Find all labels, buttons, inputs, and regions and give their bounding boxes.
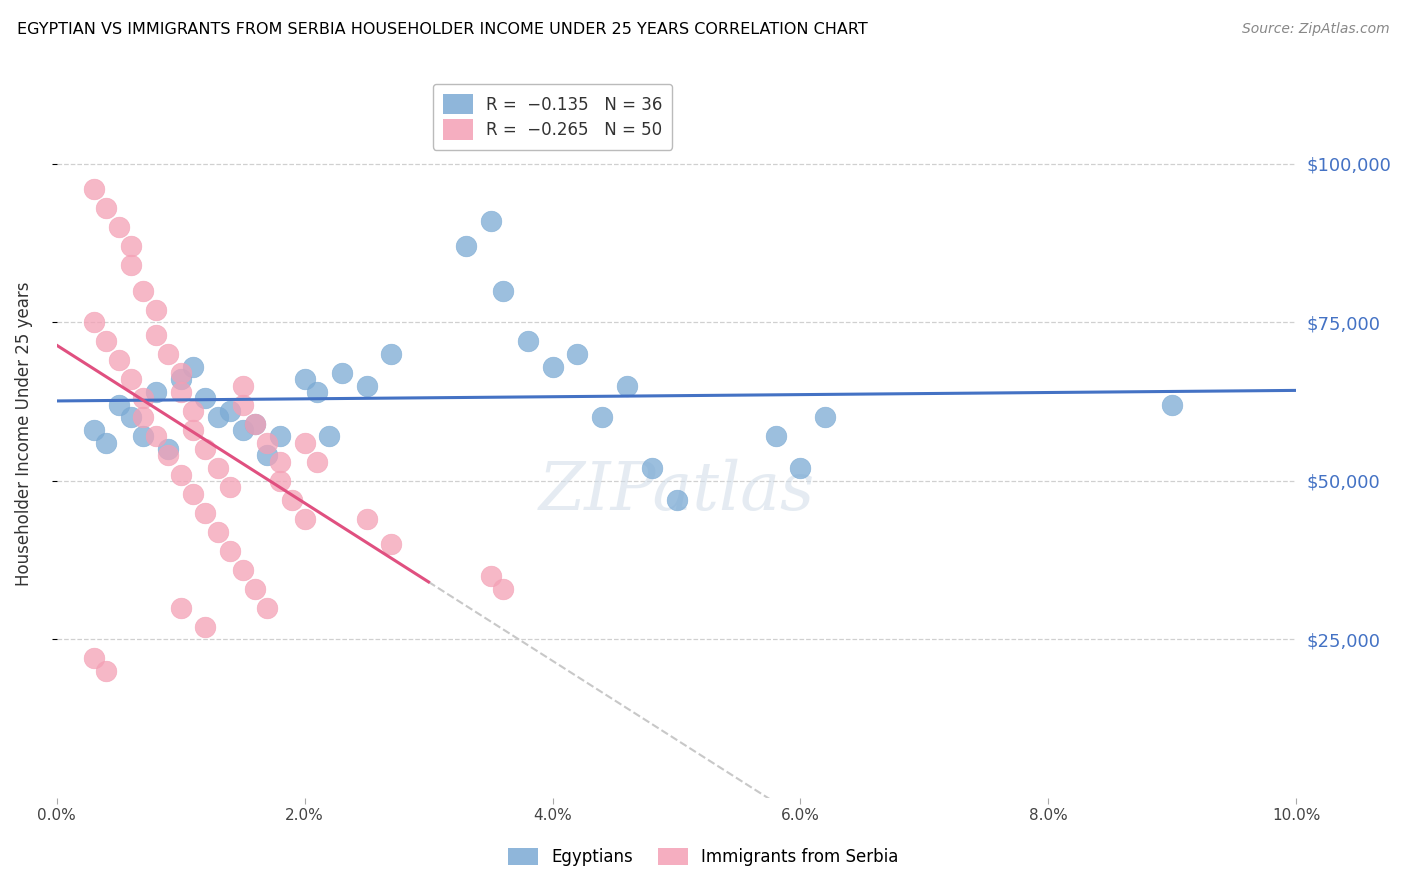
Point — [256, 435, 278, 450]
Point — [269, 429, 291, 443]
Point — [83, 423, 105, 437]
Point — [269, 455, 291, 469]
Point — [83, 182, 105, 196]
Point — [83, 315, 105, 329]
Point — [145, 429, 167, 443]
Point — [181, 486, 204, 500]
Point — [107, 220, 129, 235]
Point — [232, 398, 254, 412]
Point — [181, 404, 204, 418]
Point — [492, 582, 515, 596]
Point — [765, 429, 787, 443]
Point — [120, 258, 142, 272]
Point — [132, 410, 155, 425]
Point — [219, 543, 242, 558]
Point — [107, 398, 129, 412]
Text: ZIPatlas: ZIPatlas — [538, 459, 814, 524]
Point — [194, 506, 217, 520]
Point — [380, 347, 402, 361]
Point — [492, 284, 515, 298]
Point — [181, 359, 204, 374]
Point — [541, 359, 564, 374]
Point — [318, 429, 340, 443]
Point — [789, 461, 811, 475]
Point — [96, 201, 118, 215]
Point — [305, 455, 328, 469]
Point — [281, 492, 304, 507]
Point — [157, 442, 180, 457]
Point — [194, 620, 217, 634]
Point — [145, 328, 167, 343]
Point — [356, 378, 378, 392]
Point — [169, 366, 191, 380]
Point — [169, 372, 191, 386]
Point — [194, 442, 217, 457]
Point — [169, 385, 191, 400]
Point — [96, 435, 118, 450]
Point — [616, 378, 638, 392]
Point — [145, 302, 167, 317]
Point — [814, 410, 837, 425]
Point — [219, 404, 242, 418]
Point — [294, 372, 316, 386]
Point — [181, 423, 204, 437]
Point — [256, 600, 278, 615]
Point — [207, 524, 229, 539]
Point — [479, 569, 502, 583]
Legend: R =  −0.135   N = 36, R =  −0.265   N = 50: R = −0.135 N = 36, R = −0.265 N = 50 — [433, 84, 672, 150]
Point — [454, 239, 477, 253]
Point — [169, 467, 191, 482]
Point — [132, 429, 155, 443]
Point — [157, 347, 180, 361]
Point — [132, 392, 155, 406]
Point — [107, 353, 129, 368]
Point — [243, 417, 266, 431]
Point — [380, 537, 402, 551]
Point — [83, 651, 105, 665]
Point — [194, 392, 217, 406]
Point — [132, 284, 155, 298]
Point — [567, 347, 589, 361]
Point — [294, 512, 316, 526]
Point — [243, 582, 266, 596]
Point — [665, 492, 688, 507]
Point — [96, 664, 118, 678]
Point — [330, 366, 353, 380]
Point — [479, 214, 502, 228]
Point — [269, 474, 291, 488]
Text: EGYPTIAN VS IMMIGRANTS FROM SERBIA HOUSEHOLDER INCOME UNDER 25 YEARS CORRELATION: EGYPTIAN VS IMMIGRANTS FROM SERBIA HOUSE… — [17, 22, 868, 37]
Point — [232, 423, 254, 437]
Point — [219, 480, 242, 494]
Point — [356, 512, 378, 526]
Point — [120, 410, 142, 425]
Point — [305, 385, 328, 400]
Y-axis label: Householder Income Under 25 years: Householder Income Under 25 years — [15, 281, 32, 585]
Point — [207, 410, 229, 425]
Point — [207, 461, 229, 475]
Point — [591, 410, 613, 425]
Point — [294, 435, 316, 450]
Point — [169, 600, 191, 615]
Text: Source: ZipAtlas.com: Source: ZipAtlas.com — [1241, 22, 1389, 37]
Point — [256, 449, 278, 463]
Point — [1161, 398, 1184, 412]
Point — [120, 372, 142, 386]
Point — [120, 239, 142, 253]
Point — [96, 334, 118, 349]
Point — [232, 378, 254, 392]
Point — [516, 334, 538, 349]
Legend: Egyptians, Immigrants from Serbia: Egyptians, Immigrants from Serbia — [499, 840, 907, 875]
Point — [157, 449, 180, 463]
Point — [641, 461, 664, 475]
Point — [243, 417, 266, 431]
Point — [145, 385, 167, 400]
Point — [232, 563, 254, 577]
